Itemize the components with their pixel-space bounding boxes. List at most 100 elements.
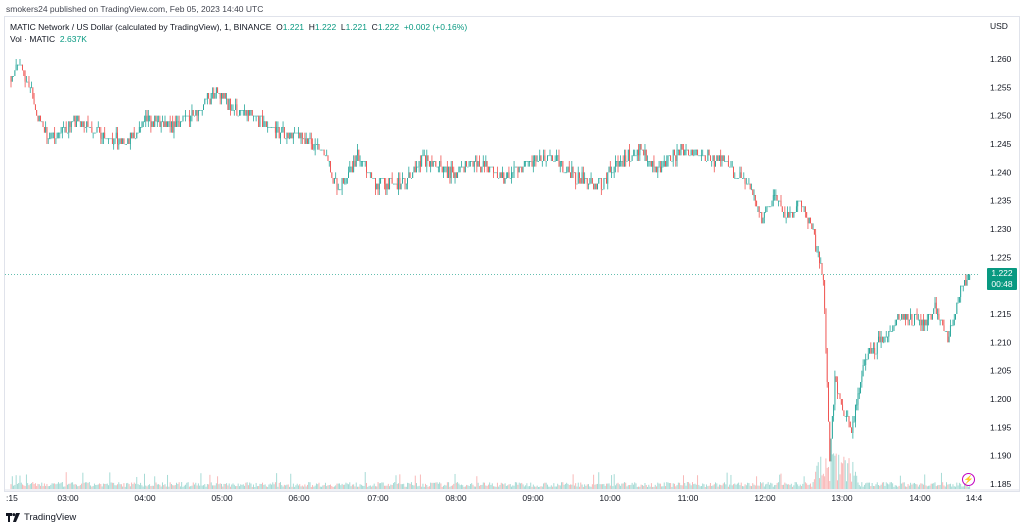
volume-bar (249, 482, 251, 489)
volume-bar (789, 485, 791, 489)
volume-bar (931, 483, 933, 489)
candle-body (935, 302, 937, 314)
volume-bar (110, 482, 112, 489)
volume-bar (82, 472, 84, 489)
time-axis: :15 03:00 04:00 05:00 06:00 07:00 08:00 09:00 10… (4, 489, 1020, 503)
volume-bar (902, 482, 904, 489)
volume-bar (265, 486, 267, 489)
candle-body (962, 285, 964, 287)
volume-bar (494, 486, 496, 489)
candle-body (342, 178, 344, 184)
chart-frame (4, 16, 1020, 492)
volume-bar (283, 484, 285, 489)
volume-bar (278, 482, 280, 489)
candle-body (231, 110, 233, 111)
volume-bar (273, 484, 275, 489)
volume-bar (562, 482, 564, 489)
candle-body (43, 127, 45, 133)
candle-body (88, 127, 90, 128)
volume-bar (825, 458, 827, 489)
volume-bar (91, 486, 93, 489)
candle-body (384, 178, 385, 184)
candle-body (110, 138, 112, 140)
candle-body (555, 155, 557, 161)
volume-bar (799, 484, 801, 489)
volume-bar (921, 483, 923, 489)
volume-bar (617, 482, 619, 489)
candle-body (706, 161, 708, 162)
volume-bar (445, 485, 447, 489)
volume-bar (259, 483, 261, 489)
candle-body (916, 314, 918, 320)
candle-body (230, 98, 231, 110)
volume-bar (46, 483, 48, 489)
candle-body (224, 93, 226, 99)
candle-body (777, 200, 779, 202)
volume-bar (671, 486, 673, 489)
volume-bar (511, 486, 512, 489)
volume-bar (159, 484, 161, 489)
volume-bar (330, 484, 331, 489)
volume-bar (833, 453, 835, 489)
volume-bar (884, 485, 886, 489)
candle-body (55, 138, 57, 140)
volume-bar (580, 482, 582, 489)
candle-body (847, 416, 849, 417)
volume-bar (440, 483, 442, 489)
candle-body (656, 166, 657, 173)
volume-bar (593, 474, 595, 489)
candle-body (717, 155, 719, 161)
candle-body (690, 149, 692, 156)
volume-bar (665, 486, 666, 489)
volume-bar (803, 476, 805, 489)
candle-body (452, 166, 453, 173)
volume-bar (391, 485, 393, 489)
volume-bar (138, 484, 140, 489)
volume-bar (41, 482, 43, 489)
volume-bar (418, 485, 420, 489)
volume-bar (183, 485, 185, 489)
candle-body (507, 172, 509, 178)
volume-bar (798, 486, 800, 489)
candle-body (851, 427, 853, 433)
volume-bar (790, 483, 792, 489)
tradingview-logo[interactable]: TradingView (6, 512, 76, 523)
candle-body (638, 149, 639, 156)
candle-body (740, 172, 742, 178)
volume-bar (907, 484, 909, 489)
candle-body (258, 115, 260, 127)
candle-body (599, 178, 601, 179)
volume-bar (313, 486, 315, 489)
lightning-icon[interactable]: ⚡ (962, 473, 975, 486)
volume-bar (315, 483, 317, 489)
candle-body (282, 127, 284, 128)
candle-body (323, 149, 325, 156)
volume-bar (644, 483, 646, 489)
last-price-tag: 1.222 00:48 (987, 268, 1017, 290)
candle-body (665, 161, 666, 167)
candle-body (77, 115, 79, 122)
volume-bar (256, 486, 258, 489)
candles (10, 59, 971, 462)
candle-body (894, 325, 896, 327)
candle-body (946, 331, 947, 332)
volume-bar (345, 482, 347, 489)
volume-bar (824, 476, 826, 489)
candle-body (19, 64, 21, 66)
volume-bar (54, 483, 56, 489)
candle-body (786, 212, 788, 218)
candle-body (265, 121, 267, 127)
candle-body (32, 87, 34, 99)
candle-body (259, 115, 261, 127)
candle-body (770, 206, 772, 208)
candle-body (622, 161, 624, 167)
volume-bar (427, 486, 429, 489)
candle-body (449, 166, 451, 178)
volume-bar (815, 471, 817, 489)
candle-body (436, 166, 438, 168)
candle-body (418, 161, 420, 167)
candle-body (235, 104, 237, 110)
volume-bar (117, 484, 118, 489)
candle-body (123, 138, 125, 144)
